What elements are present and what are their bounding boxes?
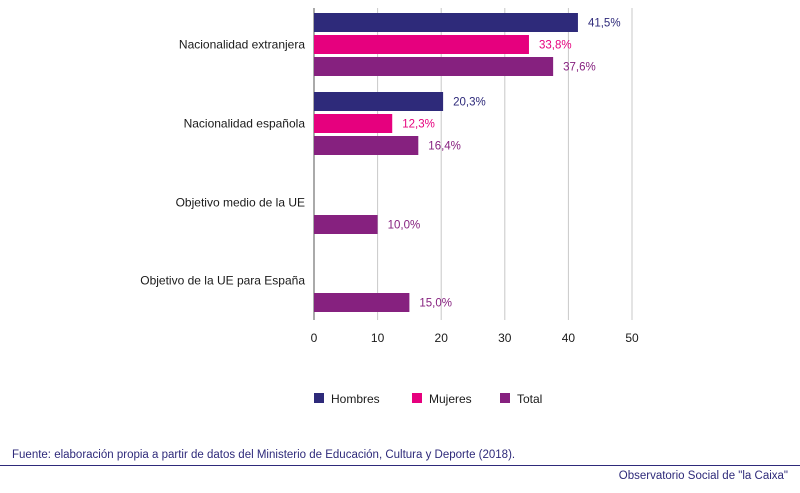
- category-label: Nacionalidad española: [184, 117, 306, 131]
- x-tick-label: 10: [371, 331, 385, 345]
- x-tick-label: 30: [498, 331, 512, 345]
- data-label: 37,6%: [563, 62, 596, 74]
- legend: Hombres Mujeres Total: [314, 392, 542, 406]
- bar-total: [314, 136, 419, 155]
- bar-total: [314, 293, 410, 312]
- data-label: 16,4%: [428, 141, 461, 153]
- category-label: Objetivo medio de la UE: [176, 196, 305, 210]
- data-label: 15,0%: [419, 298, 452, 310]
- legend-label: Mujeres: [429, 392, 472, 406]
- legend-swatch: [412, 393, 422, 403]
- bar-mujeres: [314, 114, 393, 133]
- bar-hombres: [314, 92, 444, 111]
- data-label: 10,0%: [388, 220, 421, 232]
- data-label: 20,3%: [453, 97, 486, 109]
- legend-swatch: [500, 393, 510, 403]
- data-label: 12,3%: [402, 119, 435, 131]
- brand-label: Observatorio Social de "la Caixa": [618, 470, 788, 482]
- category-label: Nacionalidad extranjera: [179, 38, 305, 52]
- bar-chart: 41,5% 33,8% 37,6% 20,3% 12,3% 16,4% 10,0% 15,0%…: [140, 8, 639, 406]
- bar-total: [314, 215, 378, 234]
- x-tick-label: 50: [625, 331, 639, 345]
- x-tick-label: 20: [435, 331, 449, 345]
- x-axis-ticks: 0 10 20 30 40 50: [311, 331, 639, 345]
- bar-mujeres: [314, 35, 529, 54]
- source-note: Fuente: elaboración propia a partir de d…: [12, 449, 516, 461]
- legend-label: Hombres: [331, 392, 380, 406]
- footer-divider: [0, 465, 800, 466]
- legend-label: Total: [517, 392, 542, 406]
- x-tick-label: 40: [562, 331, 576, 345]
- bars: 41,5% 33,8% 37,6% 20,3% 12,3% 16,4% 10,0% 15,0%: [314, 13, 621, 312]
- category-label: Objetivo de la UE para España: [140, 274, 305, 288]
- bar-hombres: [314, 13, 578, 32]
- category-labels: Nacionalidad extranjera Nacionalidad espa…: [140, 38, 305, 288]
- gridlines: [313, 8, 633, 320]
- bar-total: [314, 57, 554, 76]
- legend-swatch: [314, 393, 324, 403]
- x-tick-label: 0: [311, 331, 318, 345]
- data-label: 33,8%: [539, 40, 572, 52]
- data-label: 41,5%: [588, 18, 621, 30]
